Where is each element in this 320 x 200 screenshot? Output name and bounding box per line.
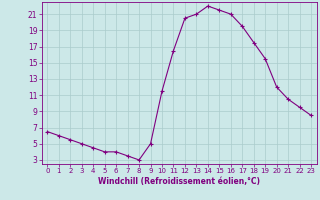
X-axis label: Windchill (Refroidissement éolien,°C): Windchill (Refroidissement éolien,°C) [98, 177, 260, 186]
